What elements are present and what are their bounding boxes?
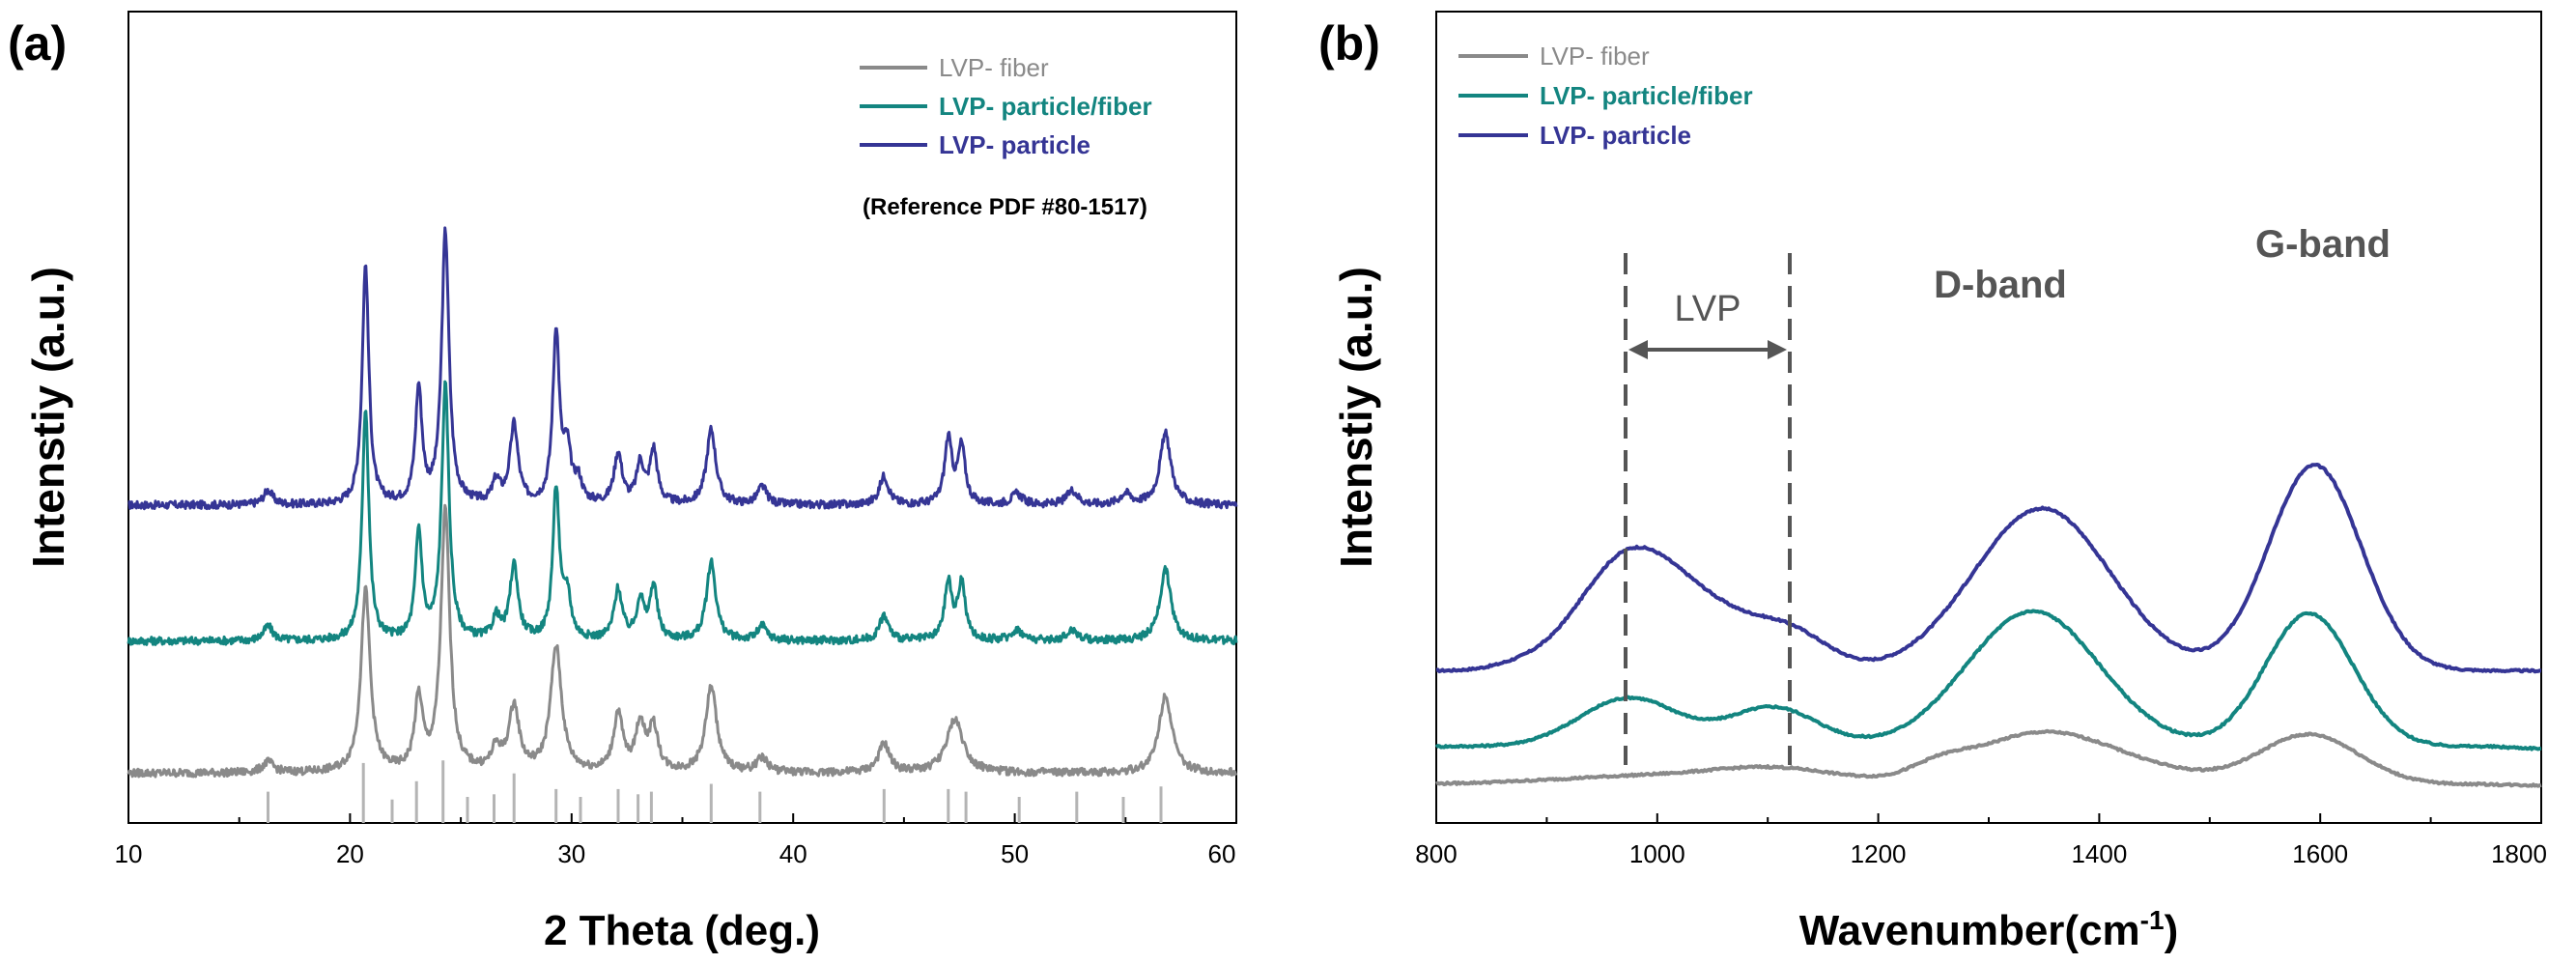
panel-b-lvp-arrowhead-right	[1768, 340, 1787, 359]
panel-b-lvp-range-annotation: LVP D-band G-band	[1624, 223, 2391, 765]
panel-b: (b) 800 1000 1200 1400 1600 1800 Wavenum…	[1318, 11, 2547, 954]
panel-a-legend-label-particle-fiber: LVP- particle/fiber	[939, 92, 1152, 121]
panel-b-xtick-label: 800	[1415, 839, 1457, 868]
panel-b-series	[1434, 463, 2542, 788]
panel-a-reference-note: (Reference PDF #80-1517)	[863, 194, 1147, 220]
panel-a-xtick-labels: 10 20 30 40 50 60	[115, 839, 1236, 868]
panel-b-xtick-label: 1400	[2071, 839, 2127, 868]
panel-b-xticks	[1435, 813, 2542, 823]
panel-b-y-axis-title: Intenstiy (a.u.)	[1331, 267, 1381, 568]
panel-b-d-band-label: D-band	[1934, 264, 2067, 306]
panel-b-g-band-label: G-band	[2255, 223, 2391, 266]
panel-b-series-fiber	[1435, 728, 2542, 788]
panel-a-series-particle-fiber	[127, 380, 1238, 646]
panel-b-legend-label-fiber: LVP- fiber	[1540, 42, 1650, 71]
panel-a-x-axis-title: 2 Theta (deg.)	[544, 907, 820, 954]
panel-b-x-axis-title: Wavenumber(cm-1)	[1799, 905, 2178, 954]
panel-a-xtick-label: 20	[336, 839, 364, 868]
panel-a-legend-label-fiber: LVP- fiber	[939, 53, 1049, 82]
panel-a-xtick-label: 30	[557, 839, 585, 868]
panel-b-legend-label-particle-fiber: LVP- particle/fiber	[1540, 81, 1753, 110]
panel-b-legend: LVP- fiber LVP- particle/fiber LVP- part…	[1458, 42, 1753, 150]
panel-b-label: (b)	[1318, 16, 1380, 71]
panel-a: (a) 10 20 30 40 50 60 2 Theta (deg.) Int…	[8, 11, 1238, 954]
panel-a-series	[127, 226, 1238, 779]
panel-a-reference-lines	[267, 760, 1163, 823]
panel-a-series-particle	[127, 226, 1238, 511]
panel-b-lvp-arrowhead-left	[1628, 340, 1648, 359]
panel-b-xtick-label: 1600	[2292, 839, 2348, 868]
panel-b-series-particle	[1435, 463, 2542, 674]
panel-a-legend: LVP- fiber LVP- particle/fiber LVP- part…	[860, 53, 1152, 220]
panel-a-label: (a)	[8, 16, 67, 71]
panel-b-xtick-label: 1000	[1629, 839, 1685, 868]
panel-b-lvp-label: LVP	[1674, 289, 1741, 329]
panel-b-xtick-label: 1200	[1851, 839, 1907, 868]
panel-a-xtick-label: 10	[115, 839, 143, 868]
panel-a-xtick-label: 40	[779, 839, 807, 868]
panel-a-legend-label-particle: LVP- particle	[939, 130, 1090, 159]
panel-b-xtick-label: 1800	[2491, 839, 2547, 868]
panel-a-series-fiber	[127, 503, 1238, 779]
panel-a-xtick-label: 60	[1208, 839, 1236, 868]
panel-a-y-axis-title: Intenstiy (a.u.)	[23, 267, 73, 568]
panel-b-series-particle-fiber	[1434, 609, 2542, 751]
panel-b-legend-label-particle: LVP- particle	[1540, 121, 1691, 150]
panel-a-xtick-label: 50	[1001, 839, 1029, 868]
panel-b-xtick-labels: 800 1000 1200 1400 1600 1800	[1415, 839, 2547, 868]
panel-a-xticks	[127, 813, 1237, 823]
